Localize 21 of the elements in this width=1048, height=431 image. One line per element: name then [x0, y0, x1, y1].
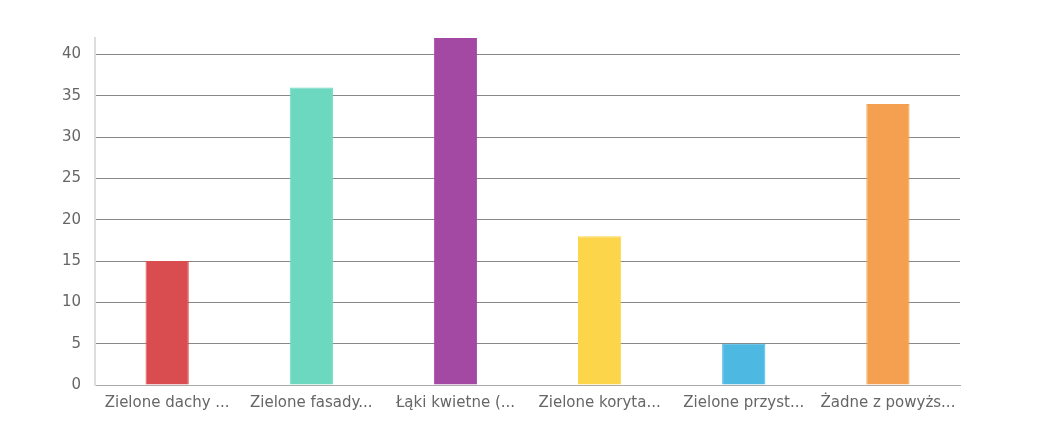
y-tick-label: 25	[61, 168, 82, 187]
y-tick-label: 0	[71, 374, 82, 393]
bar	[866, 104, 910, 385]
bar	[578, 236, 622, 385]
bar	[433, 38, 478, 385]
x-tick-label: Żadne z powyżs...	[820, 391, 956, 411]
y-tick-label: 15	[61, 250, 82, 269]
bar	[145, 261, 189, 385]
y-tick-label: 35	[61, 85, 82, 104]
y-tick-label: 5	[71, 333, 82, 352]
bar	[289, 87, 333, 385]
y-tick-label: 30	[61, 127, 82, 146]
bar	[722, 343, 766, 385]
x-tick-label: Zielone przyst...	[683, 392, 805, 411]
x-tick-label: Łąki kwietne (...	[394, 392, 516, 411]
y-tick-label: 10	[61, 292, 82, 311]
x-tick-label: Zielone fasady...	[250, 392, 373, 411]
y-tick-label: 40	[61, 44, 82, 63]
x-tick-label: Zielone dachy ...	[104, 392, 230, 411]
y-tick-label: 20	[61, 209, 82, 228]
x-tick-label: Zielone koryta...	[538, 392, 661, 411]
